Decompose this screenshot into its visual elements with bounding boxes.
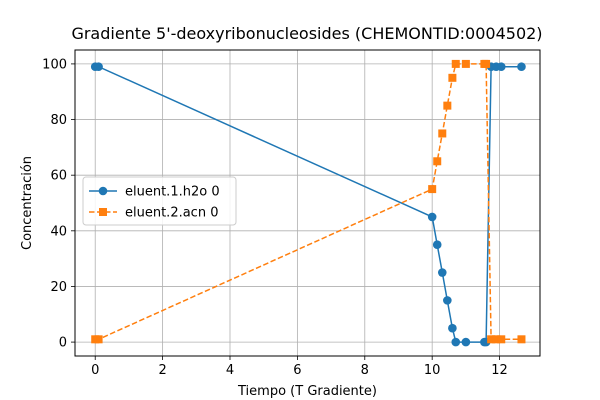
data-point [497,335,506,344]
data-point [433,157,442,166]
y-tick-label: 60 [50,169,67,184]
data-point [438,129,447,138]
data-point [461,59,470,68]
data-point [482,59,491,68]
data-point [451,59,460,68]
series-2 [91,59,526,344]
plot-frame [74,49,541,357]
data-point [448,73,457,82]
data-point [451,337,461,347]
data-point [443,101,452,110]
y-tick-label: 100 [42,57,67,72]
data-point [461,337,471,347]
x-tick-label: 12 [491,363,508,378]
data-point [94,335,103,344]
legend-label: eluent.1.h2o 0 [125,185,220,200]
data-point [443,296,452,305]
x-tick-label: 4 [226,363,234,378]
x-tick-label: 8 [361,363,369,378]
plot-series [90,59,526,347]
y-axis-label: Concentración [20,156,35,250]
x-tick-label: 10 [424,363,441,378]
legend-label: eluent.2.acn 0 [125,206,218,221]
data-point [517,62,526,71]
y-tick-label: 20 [50,280,67,295]
legend-box [82,176,237,226]
data-point [496,62,506,71]
y-tick-label: 40 [50,224,67,239]
legend: eluent.1.h2o 0 eluent.2.acn 0 [82,176,237,226]
x-tick-label: 0 [91,363,99,378]
data-point [517,335,526,344]
data-point [437,268,447,277]
data-point [427,212,437,222]
data-point [94,62,103,71]
y-tick-label: 0 [59,336,67,351]
data-point [487,335,496,344]
legend-marker [98,186,108,196]
x-tick-label: 6 [293,363,301,378]
data-point [428,185,437,194]
data-point [432,240,442,250]
x-axis-label: Tiempo (T Gradiente) [237,384,377,399]
legend-marker [99,208,107,216]
y-tick-label: 80 [50,113,67,128]
data-point [492,335,501,344]
x-tick-label: 2 [158,363,166,378]
series-1 [90,62,526,347]
data-point [448,323,457,333]
chart-title: Gradiente 5'-deoxyribonucleosides (CHEMO… [71,24,542,43]
axis-ticks: 0 2 4 6 8 10 12 0 20 40 60 80 100 [42,57,508,378]
